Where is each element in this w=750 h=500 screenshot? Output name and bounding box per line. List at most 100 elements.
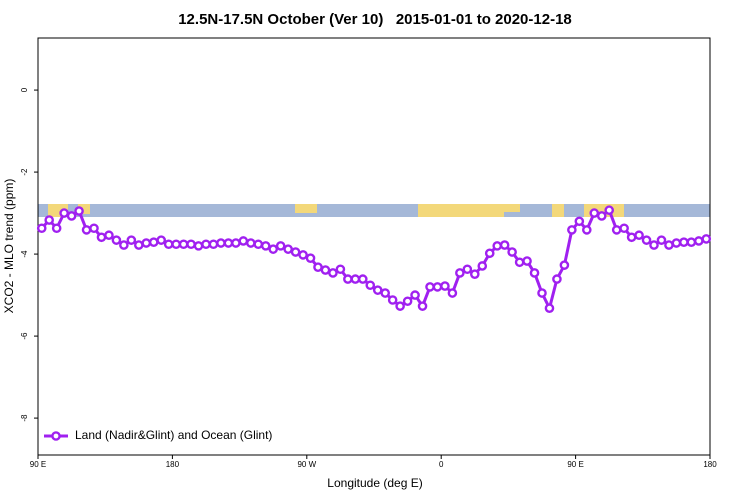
data-point: [133, 240, 144, 250]
data-point: [537, 288, 547, 298]
x-tick-label: 0: [439, 460, 444, 469]
data-point: [193, 241, 204, 251]
data-point: [245, 238, 256, 248]
data-point: [163, 239, 174, 250]
data-point: [305, 253, 316, 263]
data-point: [44, 215, 55, 225]
data-point: [141, 238, 152, 248]
x-tick-label: 90 W: [297, 460, 316, 469]
data-point: [36, 223, 47, 234]
land-ocean-strip: [38, 204, 710, 217]
data-point: [499, 240, 510, 250]
chart-title: 12.5N-17.5N October (Ver 10) 2015-01-01 …: [178, 11, 572, 28]
legend-marker: [51, 431, 61, 441]
data-point: [268, 244, 279, 254]
data-point: [171, 239, 181, 250]
data-point: [89, 223, 99, 234]
series-line: [40, 207, 707, 313]
data-point: [357, 274, 368, 284]
data-point: [462, 264, 473, 275]
data-point: [664, 240, 674, 250]
data-point: [432, 282, 443, 292]
data-point: [477, 261, 488, 271]
data-point: [492, 241, 503, 251]
x-axis-label: Longitude (deg E): [327, 476, 422, 490]
data-point: [544, 303, 555, 314]
data-point: [387, 295, 398, 305]
x-tick-label: 180: [703, 460, 717, 469]
data-point: [51, 223, 62, 234]
y-tick-label: 0: [20, 87, 29, 92]
data-point: [574, 216, 585, 227]
data-point: [410, 290, 420, 300]
data-point: [686, 237, 697, 247]
data-point: [320, 265, 331, 275]
ocean-band: [38, 204, 710, 217]
data-point: [201, 239, 211, 250]
land-patch: [552, 204, 564, 217]
data-point: [313, 262, 323, 273]
data-point: [126, 235, 137, 245]
data-point: [298, 250, 308, 260]
data-point: [290, 247, 301, 257]
data-point: [372, 285, 383, 295]
data-point: [96, 232, 107, 243]
data-point: [380, 288, 391, 298]
y-tick-label: -4: [20, 250, 29, 258]
legend-label: Land (Nadir&Glint) and Ocean (Glint): [75, 428, 272, 442]
data-point: [343, 274, 353, 284]
data-point: [447, 288, 458, 298]
plot-frame: [37, 37, 711, 456]
data-point: [402, 296, 413, 307]
data-point: [275, 241, 286, 251]
data-point: [582, 225, 592, 235]
data-point: [484, 248, 495, 259]
data-point: [350, 274, 361, 284]
data-point: [604, 205, 615, 216]
data-point: [119, 240, 129, 250]
x-tick-label: 180: [166, 460, 180, 469]
data-point: [634, 230, 644, 241]
data-point: [231, 238, 241, 248]
data-point: [178, 239, 189, 250]
y-tick-label: -2: [20, 168, 29, 176]
data-point: [111, 235, 122, 245]
land-patch: [78, 204, 90, 214]
data-point: [567, 225, 577, 235]
y-tick-label: -8: [20, 414, 29, 422]
data-point: [649, 240, 659, 250]
data-point: [596, 211, 607, 221]
data-point: [641, 235, 652, 245]
data-point: [104, 230, 114, 241]
data-point: [186, 239, 196, 250]
data-point: [238, 236, 249, 246]
data-point: [216, 238, 226, 248]
data-point: [81, 225, 92, 235]
data-point: [679, 237, 689, 247]
data-point: [260, 241, 271, 251]
data-point: [66, 211, 77, 221]
data-point: [701, 234, 712, 244]
data-point: [395, 301, 405, 311]
data-point: [417, 301, 428, 311]
data-point: [619, 223, 629, 234]
data-point: [455, 268, 465, 278]
data-point: [328, 268, 338, 278]
data-point: [522, 256, 532, 266]
y-axis-label: XCO2 - MLO trend (ppm): [2, 179, 16, 314]
data-point: [156, 235, 166, 245]
land-patch: [295, 204, 317, 213]
data-point: [74, 206, 84, 216]
data-point: [365, 280, 376, 291]
data-point: [283, 244, 293, 254]
data-point: [469, 269, 480, 279]
data-point: [223, 238, 234, 248]
land-patch: [504, 204, 520, 212]
data-point: [208, 239, 219, 250]
y-tick-label: -6: [20, 332, 29, 340]
data-point: [671, 238, 682, 248]
data-point: [514, 257, 525, 268]
data-point: [694, 236, 704, 246]
x-tick-label: 90 E: [567, 460, 583, 469]
data-point: [507, 247, 517, 257]
